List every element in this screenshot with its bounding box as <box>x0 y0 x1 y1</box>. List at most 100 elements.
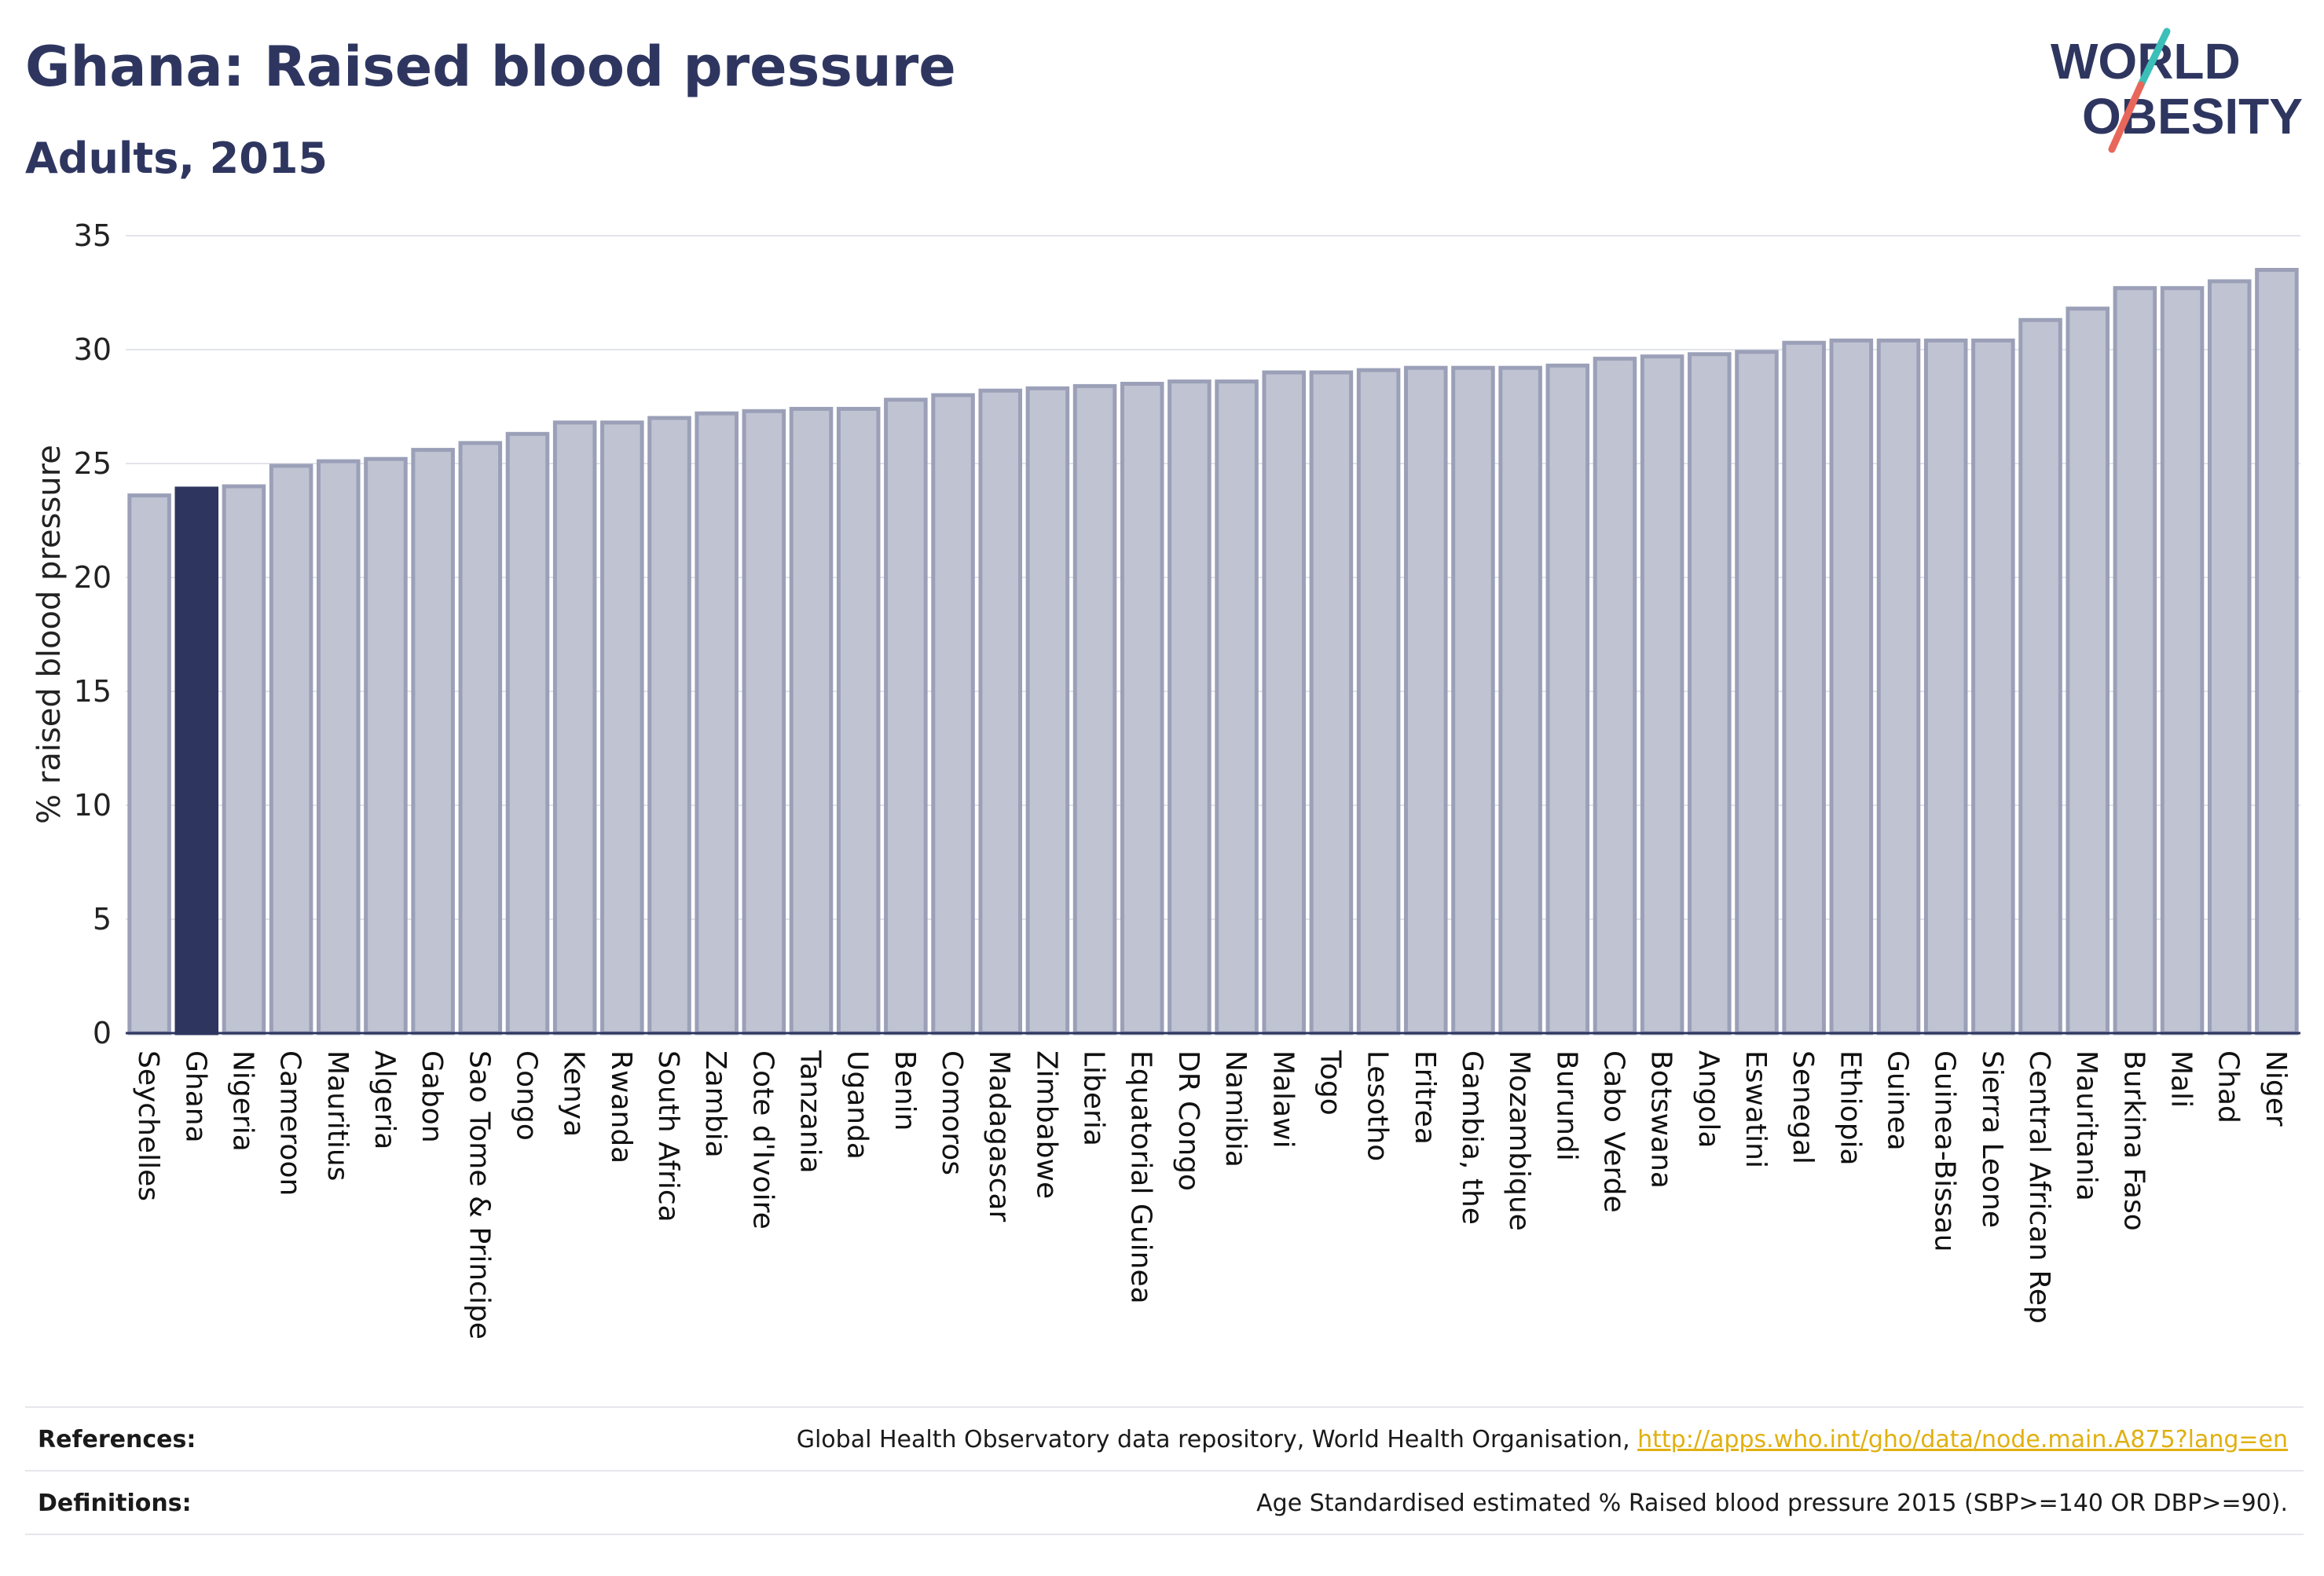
x-tick-label: Burundi <box>1550 1050 1582 1161</box>
x-tick-label: Namibia <box>1219 1050 1252 1167</box>
bar-eswatini <box>1735 350 1779 1035</box>
x-tick-label: Malawi <box>1266 1050 1299 1149</box>
references-label: References: <box>38 1425 196 1453</box>
x-tick-label: Eswatini <box>1739 1050 1772 1168</box>
bar-madagascar <box>978 388 1022 1035</box>
x-tick-label: Seychelles <box>132 1050 164 1201</box>
x-tick-label: Liberia <box>1078 1050 1110 1146</box>
bar-gambia-the <box>1451 365 1495 1035</box>
bar-botswana <box>1640 354 1684 1035</box>
x-tick-label: Uganda <box>841 1050 874 1160</box>
bar-cameroon <box>269 464 313 1035</box>
y-tick-label: 15 <box>74 674 112 709</box>
x-tick-label: Madagascar <box>983 1050 1015 1222</box>
bar-cote-d-ivoire <box>742 409 786 1035</box>
bar-nigeria <box>222 484 266 1035</box>
bar-chart: 0 5 10 15 20 25 30 35 % raised blood pressure Sey… <box>31 218 2300 1340</box>
y-tick-label: 5 <box>93 902 112 936</box>
world-obesity-logo: WORLD OBESITY <box>2051 27 2303 153</box>
y-tick-label: 0 <box>93 1016 112 1050</box>
bar-guinea-bissau <box>1923 338 1968 1035</box>
x-tick-label: Comoros <box>936 1050 968 1175</box>
bar-burundi <box>1545 363 1590 1035</box>
bar-dr-congo <box>1167 379 1211 1035</box>
bar-mali <box>2160 286 2205 1035</box>
references-row: References: Global Health Observatory da… <box>25 1406 2304 1471</box>
bar-comoros <box>931 393 975 1035</box>
definitions-row: Definitions: Age Standardised estimated … <box>25 1470 2304 1534</box>
x-tick-label: DR Congo <box>1172 1050 1204 1191</box>
references-text-wrap: Global Health Observatory data repositor… <box>797 1426 2304 1453</box>
chart-title: Ghana: Raised blood pressure <box>25 35 956 99</box>
bar-mozambique <box>1498 365 1542 1035</box>
logo-slash-teal <box>2137 27 2171 89</box>
x-tick-label: Botswana <box>1645 1050 1677 1189</box>
bar-uganda <box>836 406 881 1035</box>
bar-senegal <box>1782 340 1826 1035</box>
x-tick-label: Benin <box>889 1050 921 1131</box>
bar-burkina-faso <box>2113 286 2157 1035</box>
x-tick-label: Kenya <box>558 1050 590 1137</box>
references-link[interactable]: http://apps.who.int/gho/data/node.main.A… <box>1637 1425 2288 1453</box>
y-tick-label: 10 <box>74 788 112 823</box>
x-tick-label: Niger <box>2260 1050 2292 1127</box>
bar-kenya <box>552 420 597 1035</box>
x-tick-label: Sao Tome & Principe <box>463 1050 495 1340</box>
x-tick-label: Togo <box>1314 1050 1346 1116</box>
x-tick-label: Zimbabwe <box>1030 1050 1062 1199</box>
x-tick-label: Guinea-Bissau <box>1929 1050 1961 1252</box>
bar-sierra-leone <box>1971 338 2015 1035</box>
bar-chad <box>2207 279 2252 1035</box>
x-tick-label: Eritrea <box>1409 1050 1441 1145</box>
bar-eritrea <box>1404 365 1448 1035</box>
y-tick-label: 20 <box>74 560 112 595</box>
y-tick-label: 25 <box>74 446 112 481</box>
references-text: Global Health Observatory data repositor… <box>796 1425 1638 1453</box>
bar-rwanda <box>600 420 644 1035</box>
x-tick-label: Gabon <box>416 1050 448 1143</box>
bar-angola <box>1688 352 1732 1035</box>
bar-liberia <box>1072 383 1117 1035</box>
x-tick-label: South Africa <box>652 1050 684 1222</box>
x-tick-label: Algeria <box>368 1050 401 1150</box>
x-tick-label: Ethiopia <box>1834 1050 1866 1166</box>
x-tick-label: Senegal <box>1787 1050 1819 1164</box>
bar-zambia <box>695 411 739 1035</box>
x-tick-label: Central African Rep <box>2023 1050 2055 1324</box>
bar-algeria <box>364 456 408 1035</box>
bar-congo <box>505 431 550 1035</box>
bar-ghana <box>174 486 219 1035</box>
bar-guinea <box>1876 338 1921 1035</box>
bar-gabon <box>411 448 455 1035</box>
y-tick-label: 30 <box>74 332 112 367</box>
bar-tanzania <box>789 406 834 1035</box>
x-tick-label: Sierra Leone <box>1976 1050 2008 1228</box>
y-tick-label: 35 <box>74 218 112 253</box>
x-tick-label: Congo <box>510 1050 542 1141</box>
x-tick-label: Cote d'Ivoire <box>746 1050 779 1230</box>
bar-benin <box>884 398 928 1035</box>
x-tick-label: Angola <box>1692 1050 1725 1148</box>
bar-cabo-verde <box>1593 357 1637 1035</box>
bar-niger <box>2255 268 2299 1035</box>
bar-sao-tome-principe <box>458 441 503 1035</box>
bar-central-african-rep <box>2018 317 2062 1035</box>
x-tick-label: Cabo Verde <box>1597 1050 1629 1213</box>
x-tick-label: Ghana <box>179 1050 211 1143</box>
x-tick-label: Lesotho <box>1362 1050 1394 1161</box>
x-tick-label: Cameroon <box>274 1050 306 1196</box>
bar-togo <box>1309 370 1354 1035</box>
x-tick-label: Mozambique <box>1503 1050 1535 1231</box>
bar-zimbabwe <box>1025 386 1070 1035</box>
chart-subtitle: Adults, 2015 <box>25 134 328 183</box>
x-tick-label: Gambia, the <box>1456 1050 1488 1225</box>
bar-equatorial-guinea <box>1120 382 1164 1035</box>
x-tick-label: Tanzania <box>794 1050 827 1174</box>
definitions-text: Age Standardised estimated % Raised bloo… <box>1256 1489 2288 1517</box>
bar-mauritania <box>2066 306 2110 1035</box>
logo-slash-coral <box>2108 81 2145 153</box>
bar-lesotho <box>1356 368 1401 1035</box>
y-axis-label: % raised blood pressure <box>31 445 68 824</box>
definitions-label: Definitions: <box>38 1489 192 1517</box>
bar-south-africa <box>647 416 691 1035</box>
